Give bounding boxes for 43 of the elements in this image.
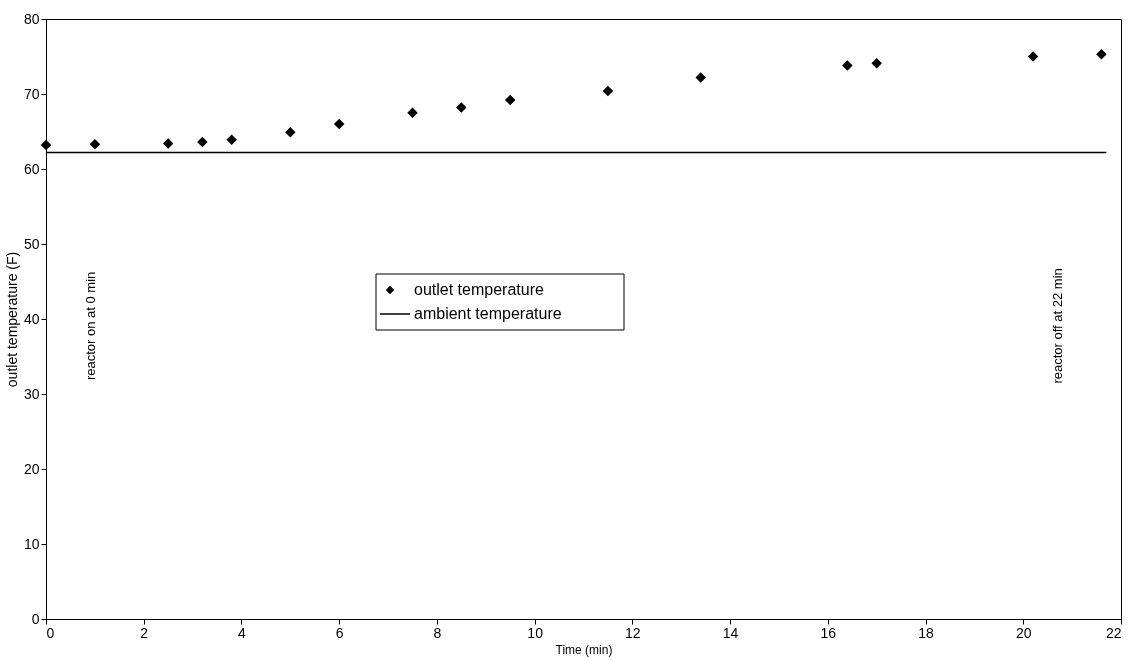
x-tick-label: 16 xyxy=(820,624,837,641)
x-tick-label: 2 xyxy=(140,624,149,641)
y-tick-label: 50 xyxy=(23,235,40,252)
point xyxy=(842,60,853,71)
y-tick-label: 30 xyxy=(23,385,40,402)
y-tick-label: 70 xyxy=(23,85,40,102)
x-tick-label: 8 xyxy=(433,624,442,641)
point xyxy=(162,138,174,149)
point xyxy=(1096,49,1107,60)
point xyxy=(407,107,418,118)
y-tick-label: 40 xyxy=(23,310,40,327)
point xyxy=(197,136,208,148)
x-axis-title: Time (min) xyxy=(555,642,613,657)
point xyxy=(1027,51,1039,62)
x-tick-label: 18 xyxy=(918,624,935,641)
y-tick-label: 20 xyxy=(23,460,40,477)
point xyxy=(40,139,52,151)
x-tick-label: 20 xyxy=(1015,624,1032,641)
y-axis-title: outlet temperature (F) xyxy=(3,251,20,388)
x-tick-label: 10 xyxy=(527,624,544,641)
x-tick-label: 6 xyxy=(335,624,344,641)
point xyxy=(333,118,345,130)
y-tick-label: 60 xyxy=(23,160,40,177)
x-tick-label: 14 xyxy=(722,624,739,641)
y-tick-label: 0 xyxy=(31,610,40,627)
point xyxy=(285,127,296,138)
legend-label: ambient temperature xyxy=(414,305,562,322)
legend-label: outlet temperature xyxy=(414,281,544,298)
point xyxy=(504,94,516,106)
x-tick-label: 22 xyxy=(1105,624,1122,641)
x-tick-label: 4 xyxy=(238,624,247,641)
point xyxy=(89,139,101,150)
annotation: reactor on at 0 min xyxy=(83,271,98,381)
annotation: reactor off at 22 min xyxy=(1050,268,1065,384)
y-tick-label: 10 xyxy=(23,535,40,552)
x-tick-label: 0 xyxy=(46,624,55,641)
point xyxy=(602,85,614,97)
point xyxy=(871,58,882,69)
point xyxy=(226,134,237,145)
point xyxy=(456,102,467,113)
x-tick-label: 12 xyxy=(625,624,641,641)
point xyxy=(695,72,707,83)
y-tick-label: 80 xyxy=(23,10,40,27)
